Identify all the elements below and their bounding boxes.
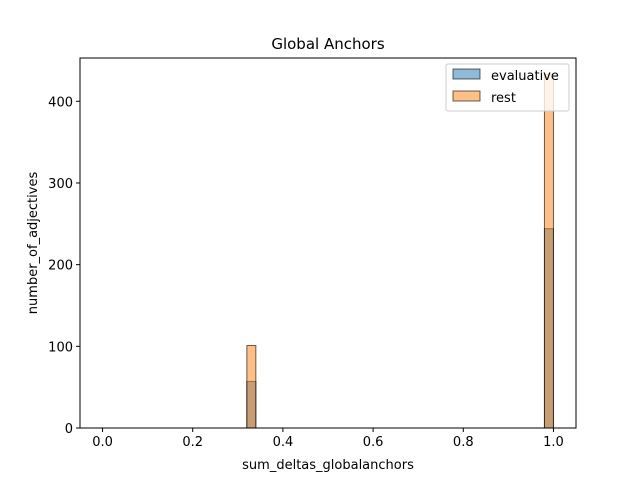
legend-label-rest: rest bbox=[491, 91, 516, 106]
legend-swatch-evaluative bbox=[452, 68, 481, 80]
x-tick-label: 0.2 bbox=[182, 435, 203, 450]
x-axis-ticks: 0.0 0.2 0.4 0.6 0.8 1.0 bbox=[92, 428, 564, 450]
legend: evaluative rest bbox=[445, 63, 570, 112]
legend-label-evaluative: evaluative bbox=[491, 69, 559, 84]
x-tick-label: 1.0 bbox=[543, 435, 564, 450]
y-tick-label: 200 bbox=[48, 259, 73, 274]
x-tick-label: 0.8 bbox=[453, 435, 474, 450]
legend-swatch-rest bbox=[452, 90, 481, 102]
bar-rest-0 bbox=[246, 345, 257, 429]
y-tick-label: 300 bbox=[48, 177, 73, 192]
chart-title: Global Anchors bbox=[271, 35, 384, 53]
x-axis-label: sum_deltas_globalanchors bbox=[242, 458, 414, 473]
x-tick-label: 0.6 bbox=[363, 435, 384, 450]
y-axis-ticks: 0 100 200 300 400 bbox=[48, 95, 80, 437]
y-axis-label: number_of_adjectives bbox=[26, 172, 41, 315]
plot-frame bbox=[79, 57, 577, 429]
y-tick-label: 400 bbox=[48, 95, 73, 110]
x-tick-label: 0.0 bbox=[92, 435, 113, 450]
y-tick-label: 100 bbox=[48, 340, 73, 355]
x-tick-label: 0.4 bbox=[273, 435, 294, 450]
bar-rest-1 bbox=[543, 73, 554, 429]
y-tick-label: 0 bbox=[65, 422, 73, 437]
